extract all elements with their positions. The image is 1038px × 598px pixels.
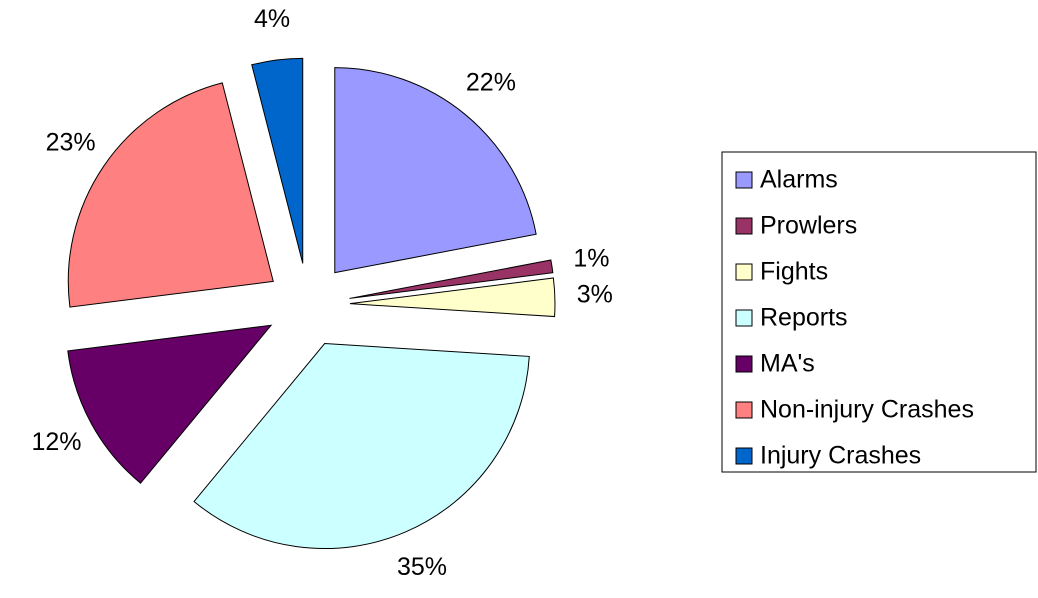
- pie-slice: [67, 324, 273, 484]
- legend-swatch: [735, 217, 753, 235]
- legend-swatch: [735, 401, 753, 419]
- pie-slice: [67, 82, 274, 308]
- legend-label: Reports: [760, 304, 848, 332]
- data-label: 1%: [573, 245, 609, 273]
- legend-box: [721, 151, 1037, 473]
- pie-slice: [334, 67, 537, 274]
- pie-slice: [349, 277, 556, 318]
- data-label: 12%: [31, 428, 81, 456]
- pie-slice: [251, 57, 304, 264]
- legend-label: Injury Crashes: [760, 442, 921, 470]
- legend-label: Non-injury Crashes: [760, 396, 974, 424]
- legend-swatch: [735, 309, 753, 327]
- legend-label: Prowlers: [760, 212, 857, 240]
- legend-swatch: [735, 355, 753, 373]
- data-label: 35%: [397, 553, 447, 581]
- legend-label: Alarms: [760, 166, 838, 194]
- data-label: 22%: [466, 68, 516, 96]
- legend-swatch: [735, 171, 753, 189]
- legend-swatch: [735, 447, 753, 465]
- legend-label: MA's: [760, 350, 815, 378]
- pie-slice: [193, 343, 530, 550]
- data-label: 3%: [577, 281, 613, 309]
- data-label: 23%: [46, 128, 96, 156]
- pie-slice: [349, 259, 554, 299]
- data-label: 4%: [254, 5, 290, 33]
- legend-swatch: [735, 263, 753, 281]
- legend-label: Fights: [760, 258, 828, 286]
